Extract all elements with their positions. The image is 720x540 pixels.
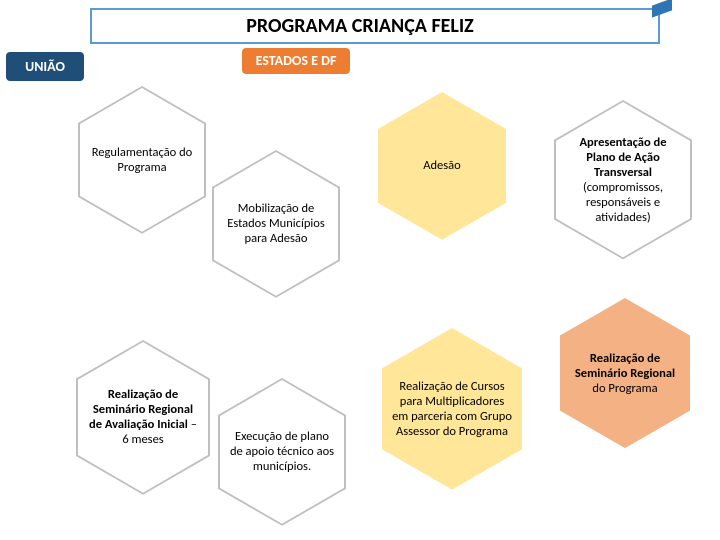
tag-uniao: UNIÃO (6, 52, 84, 81)
hex-label: Apresentação de Plano de Ação Transversa… (564, 135, 682, 225)
title-corner-accent (652, 0, 672, 18)
hex-label: Realização de Seminário Regional do Prog… (570, 351, 680, 396)
hex-h7: Realização de Cursos para Multiplicadore… (382, 328, 522, 490)
hex-label: Mobilização de Estados Municípios para A… (222, 201, 330, 246)
hex-h1: Regulamentação do Programa (78, 86, 206, 234)
hex-label: Realização de Seminário Regional de Aval… (86, 387, 200, 447)
hex-h2: Mobilização de Estados Municípios para A… (212, 150, 340, 298)
hex-label: Realização de Cursos para Multiplicadore… (392, 379, 512, 439)
hex-label: Adesão (423, 158, 461, 173)
tag-estados: ESTADOS E DF (242, 48, 350, 74)
hex-h4: Apresentação de Plano de Ação Transversa… (554, 100, 692, 259)
hex-label: Execução de plano de apoio técnico aos m… (228, 429, 336, 474)
hex-h8: Realização de Seminário Regional do Prog… (560, 298, 690, 448)
hex-h5: Realização de Seminário Regional de Aval… (76, 340, 210, 495)
hex-h6: Execução de plano de apoio técnico aos m… (218, 378, 346, 526)
hex-label: Regulamentação do Programa (88, 145, 196, 175)
title-bar: PROGRAMA CRIANÇA FELIZ (0, 8, 720, 44)
page-title: PROGRAMA CRIANÇA FELIZ (246, 14, 473, 38)
hex-h3: Adesão (378, 92, 506, 240)
